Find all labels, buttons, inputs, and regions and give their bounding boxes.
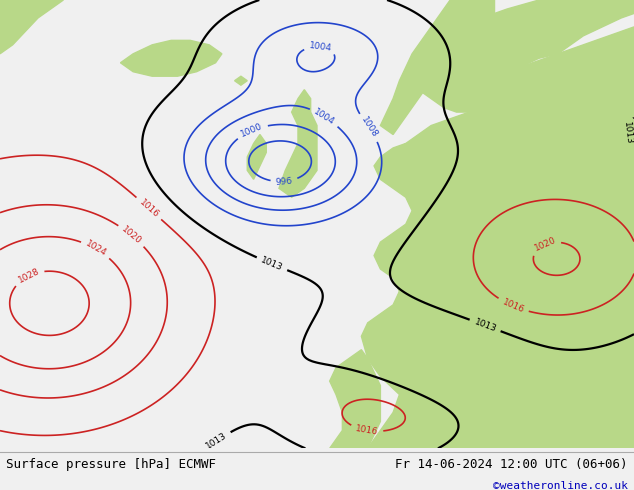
Polygon shape xyxy=(368,381,634,448)
Polygon shape xyxy=(393,292,425,413)
Text: 1024: 1024 xyxy=(84,239,108,259)
Polygon shape xyxy=(330,350,380,448)
Polygon shape xyxy=(425,323,463,386)
Polygon shape xyxy=(247,135,266,179)
Text: 1000: 1000 xyxy=(240,122,264,139)
Text: ©weatheronline.co.uk: ©weatheronline.co.uk xyxy=(493,481,628,490)
Text: 1016: 1016 xyxy=(137,197,160,220)
Polygon shape xyxy=(380,0,495,135)
Text: 1016: 1016 xyxy=(501,297,526,315)
Polygon shape xyxy=(0,0,63,54)
Text: 1004: 1004 xyxy=(308,41,332,53)
Polygon shape xyxy=(120,40,222,76)
Text: 1008: 1008 xyxy=(359,116,379,140)
Text: 1004: 1004 xyxy=(313,107,337,127)
Text: Surface pressure [hPa] ECMWF: Surface pressure [hPa] ECMWF xyxy=(6,458,216,471)
Text: Fr 14-06-2024 12:00 UTC (06+06): Fr 14-06-2024 12:00 UTC (06+06) xyxy=(395,458,628,471)
Text: 1016: 1016 xyxy=(355,424,379,437)
Polygon shape xyxy=(469,323,634,359)
Text: 1028: 1028 xyxy=(16,267,41,285)
Polygon shape xyxy=(418,341,431,354)
Polygon shape xyxy=(412,0,634,112)
Text: 1013: 1013 xyxy=(622,122,633,146)
Text: 1020: 1020 xyxy=(120,224,143,246)
Polygon shape xyxy=(361,27,634,448)
Text: 1013: 1013 xyxy=(204,431,229,451)
Text: 1020: 1020 xyxy=(533,236,557,253)
Text: 1013: 1013 xyxy=(473,317,498,334)
Text: 996: 996 xyxy=(275,176,293,187)
Text: 1013: 1013 xyxy=(259,255,284,272)
Polygon shape xyxy=(235,76,247,85)
Polygon shape xyxy=(380,144,406,179)
Polygon shape xyxy=(279,90,317,197)
